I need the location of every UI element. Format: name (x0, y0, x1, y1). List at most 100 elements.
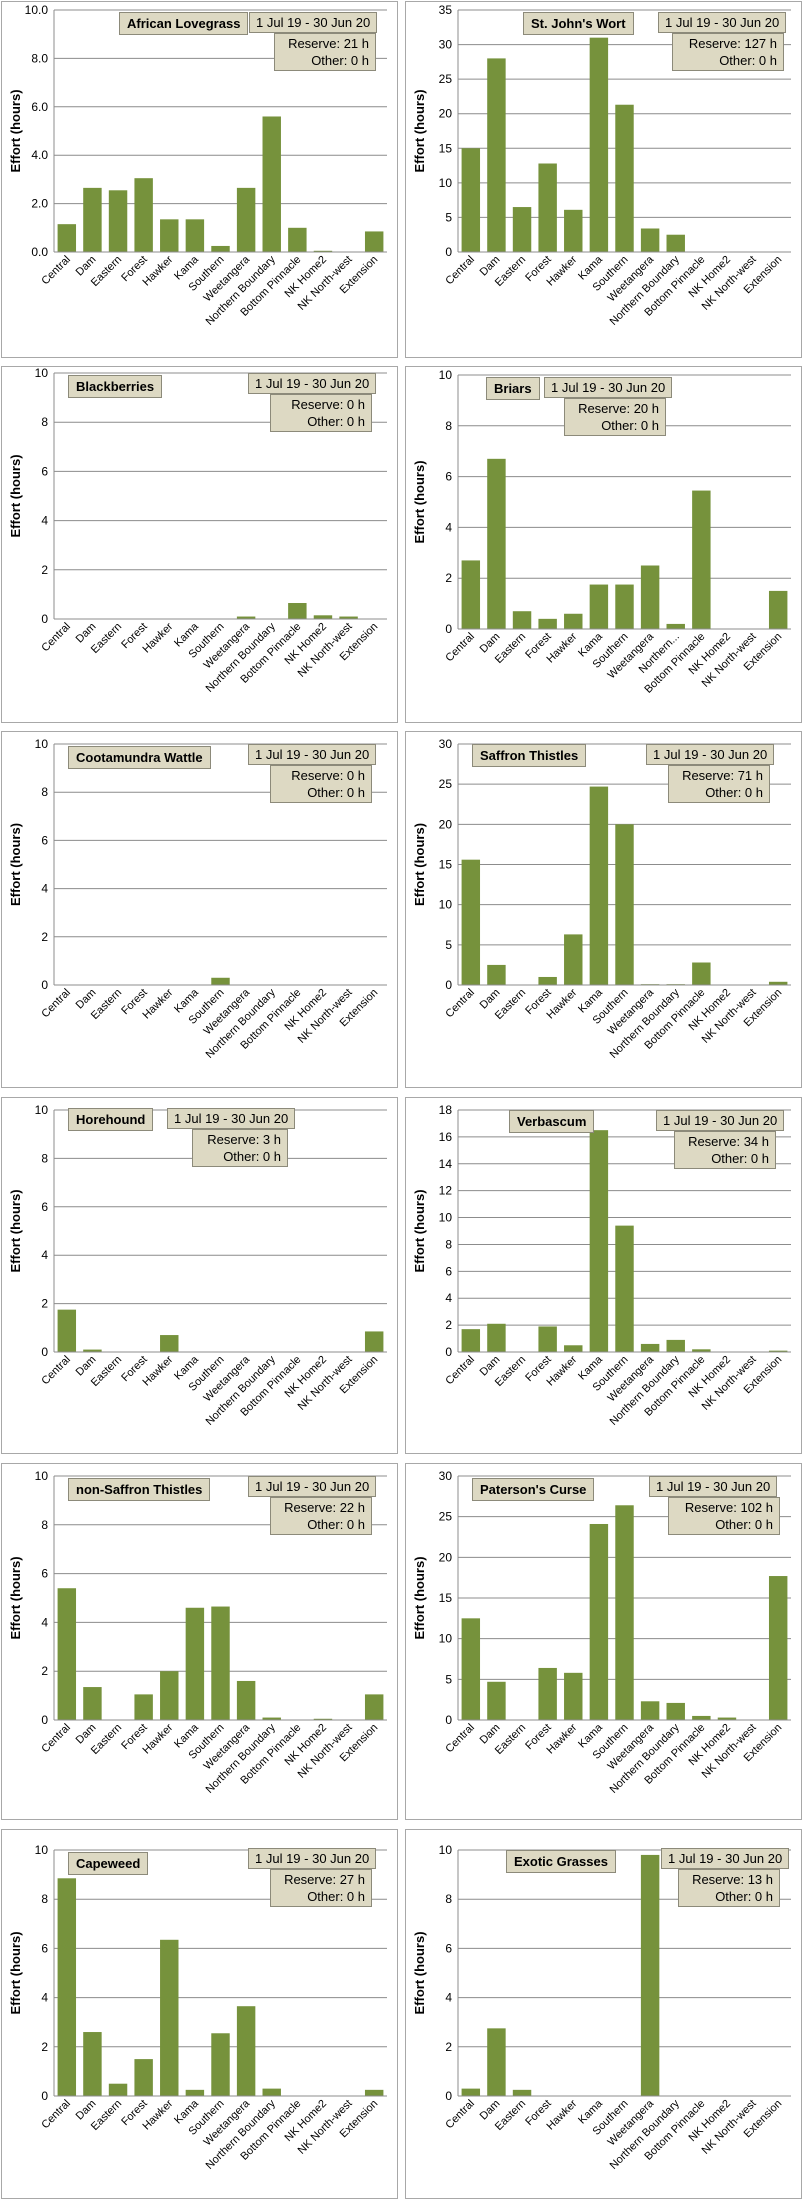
bar (288, 227, 307, 252)
chart-panel-capeweed: 0 2 4 6 8 10 Effort (hours) Central Dam Eastern Fo… (1, 1829, 398, 2199)
y-tick-label: 6 (445, 1264, 452, 1278)
reserve-other-summary: Reserve: 21 h Other: 0 h (274, 33, 376, 71)
bar (640, 565, 660, 629)
y-tick-label: 20 (439, 817, 453, 831)
bar (666, 1702, 685, 1720)
bar (364, 231, 384, 252)
other-hours: Other: 0 h (307, 1889, 365, 1904)
chart-title: Paterson's Curse (472, 1478, 595, 1501)
reserve-other-summary: Reserve: 22 h Other: 0 h (270, 1497, 372, 1535)
chart-panel-saffron-thistles: 0 5 10 15 20 25 30 Effort (hours) Central Dam East… (405, 731, 802, 1088)
reserve-other-summary: Reserve: 0 h Other: 0 h (270, 765, 372, 803)
other-hours: Other: 0 h (311, 53, 369, 68)
y-tick-label: 5 (445, 938, 452, 952)
y-axis-label: Effort (hours) (8, 1556, 23, 1639)
bar (640, 228, 660, 252)
reserve-hours: Reserve: 34 h (688, 1134, 769, 1149)
bar (83, 1349, 102, 1352)
y-axis-label: Effort (hours) (8, 1931, 23, 2014)
reserve-other-summary: Reserve: 20 h Other: 0 h (564, 398, 666, 436)
y-tick-label: 5 (445, 210, 452, 224)
bar (640, 1854, 660, 2096)
bar (236, 2006, 256, 2096)
y-tick-label: 10 (439, 176, 453, 190)
date-range-label: 1 Jul 19 - 30 Jun 20 (656, 1110, 785, 1131)
bar (512, 2089, 532, 2096)
bar (134, 1694, 153, 1720)
bar (692, 1715, 711, 1720)
bar (487, 458, 506, 629)
chart-title: Exotic Grasses (506, 1850, 616, 1873)
y-tick-label: 5 (445, 1672, 452, 1686)
bar (339, 616, 358, 619)
bar (83, 1687, 102, 1720)
reserve-hours: Reserve: 21 h (288, 36, 369, 51)
bar (768, 1576, 788, 1720)
date-range-label: 1 Jul 19 - 30 Jun 20 (248, 744, 377, 765)
reserve-other-summary: Reserve: 13 h Other: 0 h (678, 1869, 780, 1907)
y-tick-label: 8 (41, 1518, 48, 1532)
date-range-label: 1 Jul 19 - 30 Jun 20 (248, 1848, 377, 1869)
bar (692, 1349, 711, 1352)
date-range-label: 1 Jul 19 - 30 Jun 20 (661, 1848, 790, 1869)
bar (615, 1225, 634, 1352)
y-tick-label: 4 (445, 1291, 452, 1305)
y-tick-label: 15 (439, 858, 453, 872)
reserve-other-summary: Reserve: 127 h Other: 0 h (672, 33, 784, 71)
chart-title: Blackberries (68, 375, 163, 398)
y-axis-label: Effort (hours) (412, 89, 427, 172)
bar (313, 615, 333, 619)
chart-title: Saffron Thistles (472, 744, 587, 767)
reserve-hours: Reserve: 0 h (291, 768, 365, 783)
reserve-other-summary: Reserve: 3 h Other: 0 h (192, 1129, 288, 1167)
bar (487, 1323, 506, 1352)
y-tick-label: 8 (41, 785, 48, 799)
chart-panel-st-johns-wort: 0 5 10 15 20 25 30 35 Effort (hours) Central Dam Ea… (405, 1, 802, 358)
y-tick-label: 25 (439, 72, 453, 86)
y-axis-label: Effort (hours) (412, 1556, 427, 1639)
reserve-other-summary: Reserve: 0 h Other: 0 h (270, 394, 372, 432)
date-range-label: 1 Jul 19 - 30 Jun 20 (248, 1476, 377, 1497)
y-tick-label: 4 (445, 520, 452, 534)
date-range-label: 1 Jul 19 - 30 Jun 20 (167, 1108, 296, 1129)
bar (564, 1672, 583, 1720)
bar (589, 786, 609, 985)
other-hours: Other: 0 h (705, 785, 763, 800)
other-hours: Other: 0 h (601, 418, 659, 433)
date-range-label: 1 Jul 19 - 30 Jun 20 (646, 744, 775, 765)
bar (211, 245, 230, 252)
y-tick-label: 10 (35, 737, 49, 751)
bar (512, 611, 532, 629)
date-range-label: 1 Jul 19 - 30 Jun 20 (658, 12, 787, 33)
bar (666, 234, 685, 252)
bar (83, 2032, 102, 2096)
y-tick-label: 0 (445, 2089, 452, 2103)
bar (487, 964, 506, 985)
chart-panel-non-saffron-thistles: 0 2 4 6 8 10 Effort (hours) Central Dam Eastern Fo… (1, 1463, 398, 1820)
y-tick-label: 0 (41, 612, 48, 626)
reserve-hours: Reserve: 0 h (291, 397, 365, 412)
y-tick-label: 6.0 (31, 100, 48, 114)
bar (57, 1309, 77, 1352)
y-tick-label: 12 (439, 1184, 453, 1198)
y-tick-label: 6 (41, 833, 48, 847)
bar (564, 1345, 583, 1352)
bar (108, 190, 128, 252)
y-tick-label: 15 (439, 1591, 453, 1605)
y-tick-label: 0 (41, 1345, 48, 1359)
chart-panel-cootamundra-wattle: 0 2 4 6 8 10 Effort (hours) Central Dam Eastern Fo… (1, 731, 398, 1088)
y-tick-label: 10 (439, 1211, 453, 1225)
y-tick-label: 6 (445, 470, 452, 484)
bar (589, 1523, 609, 1720)
bar (461, 560, 481, 629)
y-tick-label: 30 (439, 737, 453, 751)
bar (83, 187, 102, 252)
y-tick-label: 4 (41, 514, 48, 528)
reserve-other-summary: Reserve: 34 h Other: 0 h (674, 1131, 776, 1169)
bar (666, 1339, 685, 1352)
date-range-label: 1 Jul 19 - 30 Jun 20 (649, 1476, 778, 1497)
y-axis-label: Effort (hours) (8, 1189, 23, 1272)
y-tick-label: 2 (445, 2040, 452, 2054)
